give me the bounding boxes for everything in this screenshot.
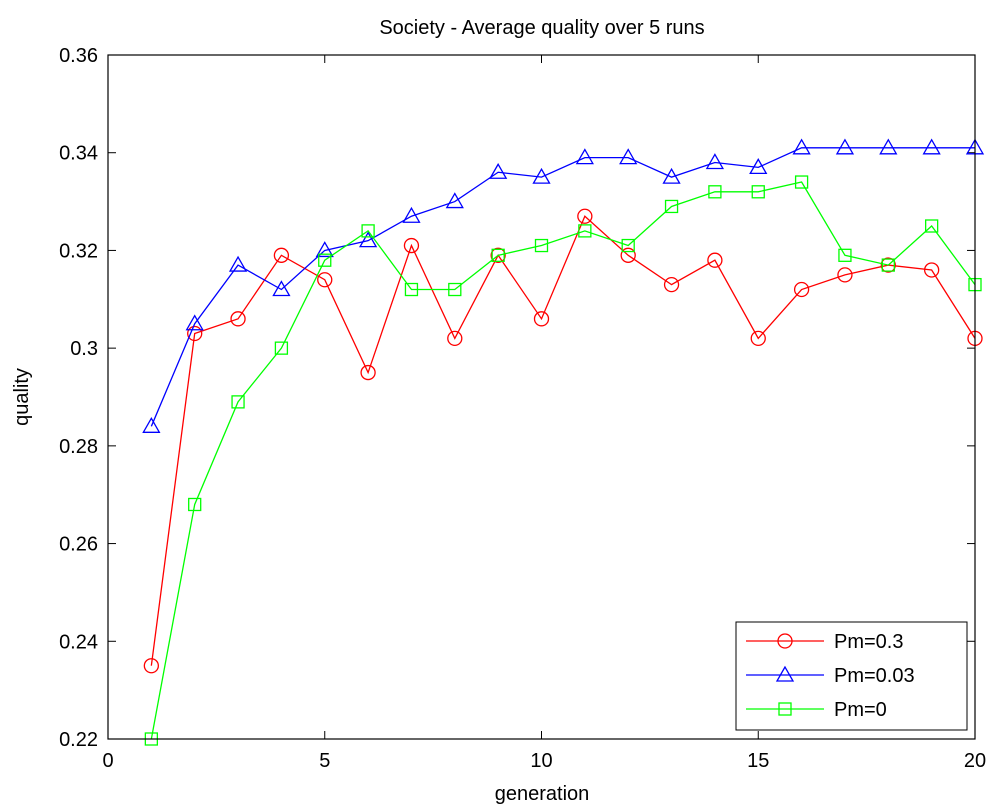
data-point [922,138,941,155]
legend-item: Pm=0.03 [746,665,915,687]
data-point [749,158,768,175]
data-point [228,255,248,272]
data-point [318,253,332,267]
data-point [881,258,895,272]
data-point [272,280,291,297]
data-point [187,325,203,342]
data-point [708,185,722,199]
x-tick-label: 20 [964,750,986,772]
data-point [793,281,810,298]
y-tick-label: 0.36 [59,45,98,67]
data-point [533,311,550,327]
y-tick-label: 0.28 [59,436,98,458]
data-point [143,658,160,674]
data-point [185,314,204,331]
y-tick-label: 0.24 [59,631,98,653]
legend-box [735,621,968,731]
series-line [150,181,976,740]
data-point [750,330,766,347]
legend-marker [777,633,793,649]
data-point [489,162,508,179]
series-line [150,147,975,427]
chart-title: Society - Average quality over 5 runs [379,17,704,39]
data-point [880,257,896,273]
data-point [361,224,375,238]
series-square [144,175,982,746]
legend-item: Pm=0.3 [746,631,903,653]
data-point [315,241,334,258]
data-point [447,330,463,347]
x-tick-label: 15 [747,750,769,772]
data-point [662,167,681,184]
data-point [838,248,852,262]
y-tick-label: 0.32 [59,240,98,262]
data-point [403,237,420,254]
x-tick-label: 0 [102,750,113,772]
y-tick-label: 0.22 [59,729,98,751]
data-point [404,282,419,297]
data-point [273,247,290,263]
data-point [360,364,376,381]
data-point [835,138,855,155]
legend-label: Pm=0.3 [834,631,903,653]
x-tick-label: 5 [319,750,330,772]
legend-item: Pm=0 [746,699,887,721]
data-point [705,153,725,170]
data-point [620,247,636,263]
data-point [879,138,898,155]
data-point [142,417,161,433]
series-triangle [142,138,985,433]
x-axis-title: generation [495,783,590,805]
series-group [142,138,985,746]
data-point [274,341,289,355]
data-point [794,175,809,189]
data-point [707,252,723,268]
legend-marker [778,702,792,716]
data-point [578,224,592,238]
data-point [621,238,635,253]
y-axis-title: quality [11,368,33,426]
data-point [532,167,551,184]
data-point [924,262,940,278]
data-point [231,395,245,409]
legend-marker [775,665,795,682]
data-point [230,311,246,327]
data-point [358,231,378,248]
y-tick-label: 0.34 [59,143,98,165]
data-point [792,138,811,155]
data-point [534,238,549,253]
data-point [445,192,464,209]
data-point [491,248,505,262]
y-tick-label: 0.3 [70,338,98,360]
data-point [317,272,333,288]
series-circle [143,208,983,674]
data-point [490,247,506,263]
axes-frame [107,54,976,740]
legend-label: Pm=0.03 [834,665,915,687]
axis-ticks: 0 5 10 15 20 0.22 0.24 0.26 0.28 0.3 0.32 0.34 0.36 [59,45,986,772]
legend: Pm=0.3 Pm=0.03 Pm=0 [735,621,968,731]
data-point [619,148,638,165]
data-point [577,208,593,224]
x-tick-label: 10 [530,750,552,772]
data-point [664,199,679,214]
data-point [188,497,202,512]
legend-label: Pm=0 [834,699,887,721]
data-point [837,267,853,283]
y-tick-label: 0.26 [59,534,98,556]
data-point [925,219,939,233]
data-point [402,206,421,223]
data-point [448,282,462,297]
data-point [575,148,594,165]
data-point [751,185,765,199]
data-point [663,276,680,293]
